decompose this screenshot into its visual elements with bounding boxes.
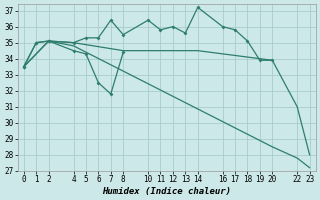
X-axis label: Humidex (Indice chaleur): Humidex (Indice chaleur)	[102, 187, 231, 196]
